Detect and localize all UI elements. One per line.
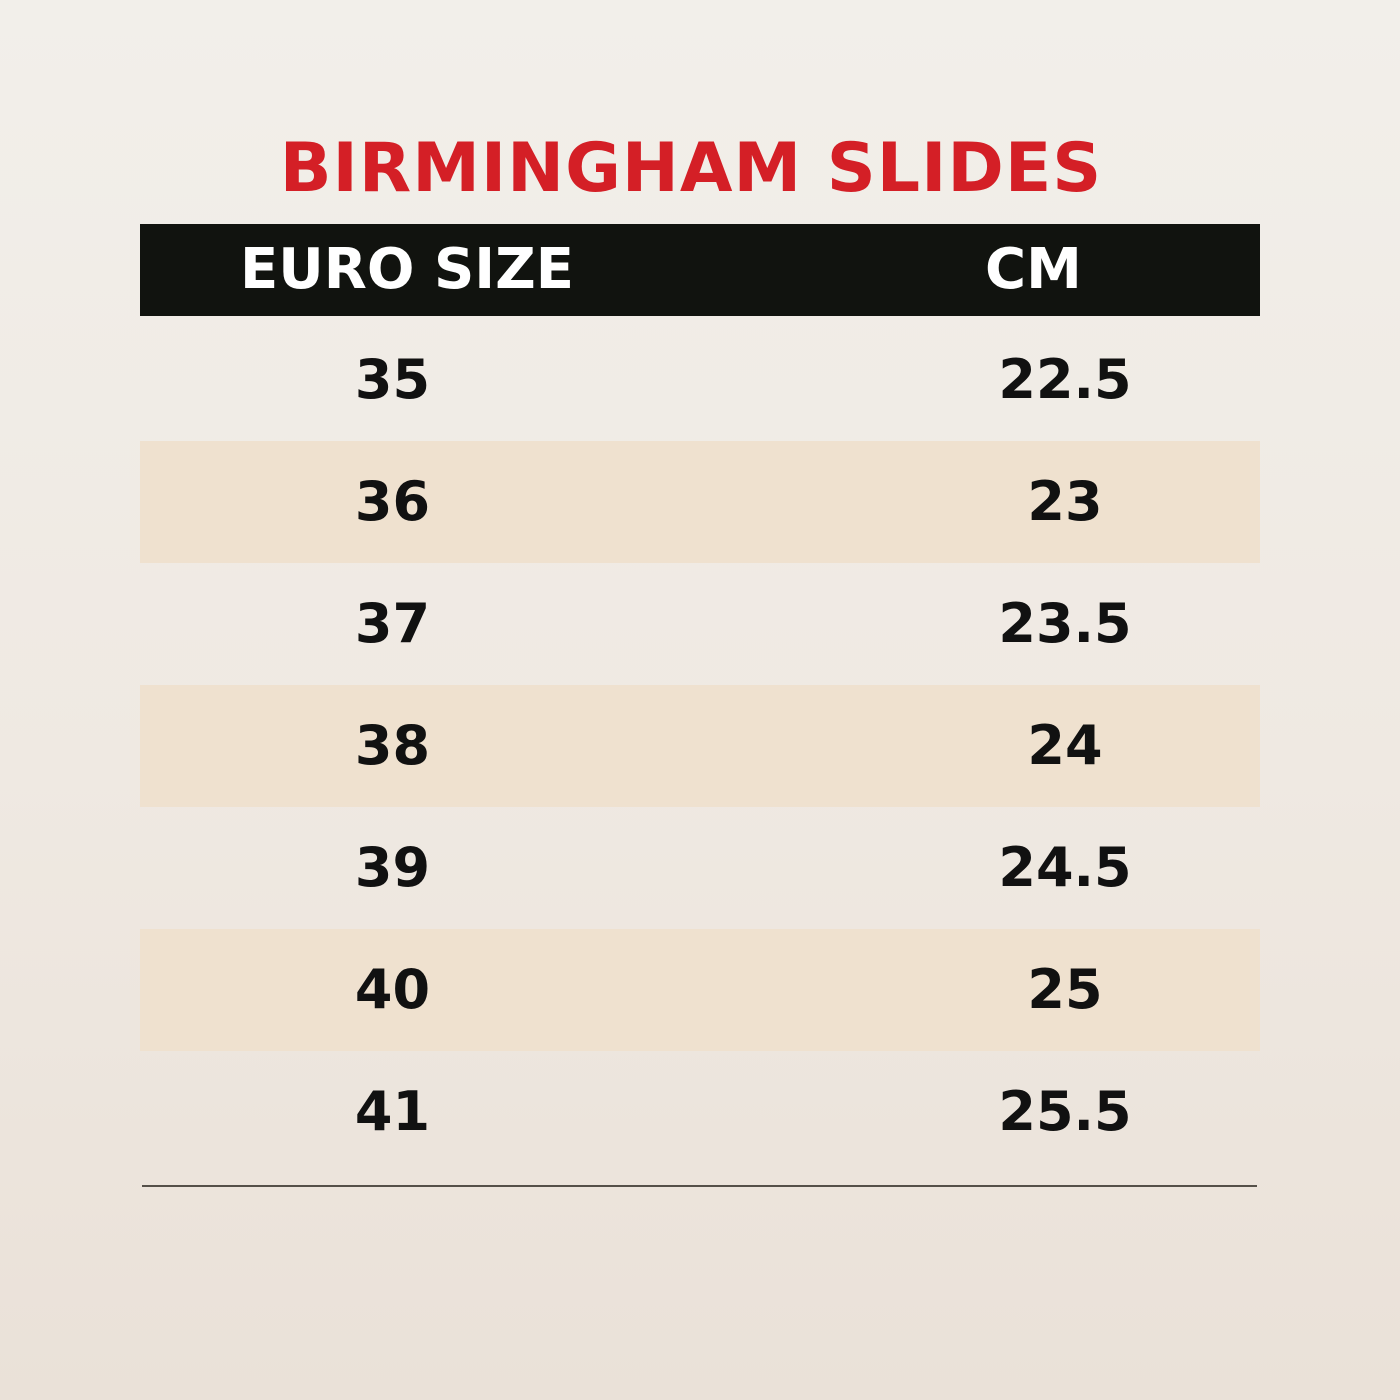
euro-size-cell: 40 (354, 958, 431, 1021)
euro-size-cell: 36 (354, 470, 431, 533)
page-title: BIRMINGHAM SLIDES (279, 129, 1103, 208)
cm-cell: 22.5 (998, 348, 1132, 411)
table-row: 36 23 (140, 441, 1260, 563)
euro-size-cell: 38 (354, 714, 431, 777)
euro-size-cell: 35 (354, 348, 431, 411)
cm-cell: 25.5 (998, 1080, 1132, 1143)
table-row: 37 23.5 (140, 563, 1260, 685)
table-row: 40 25 (140, 929, 1260, 1051)
euro-size-cell: 37 (354, 592, 431, 655)
cm-cell: 24 (1027, 714, 1103, 777)
table-row: 38 24 (140, 685, 1260, 807)
table-row: 41 25.5 (140, 1051, 1260, 1173)
cm-cell: 23.5 (998, 592, 1132, 655)
cm-cell: 25 (1027, 958, 1103, 1021)
table-header: EURO SIZE CM (140, 224, 1260, 316)
euro-size-cell: 41 (354, 1080, 431, 1143)
table-row: 39 24.5 (140, 807, 1260, 929)
euro-size-cell: 39 (354, 836, 431, 899)
bottom-divider (142, 1185, 1257, 1187)
table-row: 35 22.5 (140, 319, 1260, 441)
cm-cell: 23 (1027, 470, 1103, 533)
column-header-euro-size: EURO SIZE (240, 237, 574, 302)
cm-cell: 24.5 (998, 836, 1132, 899)
column-header-cm: CM (985, 237, 1082, 302)
